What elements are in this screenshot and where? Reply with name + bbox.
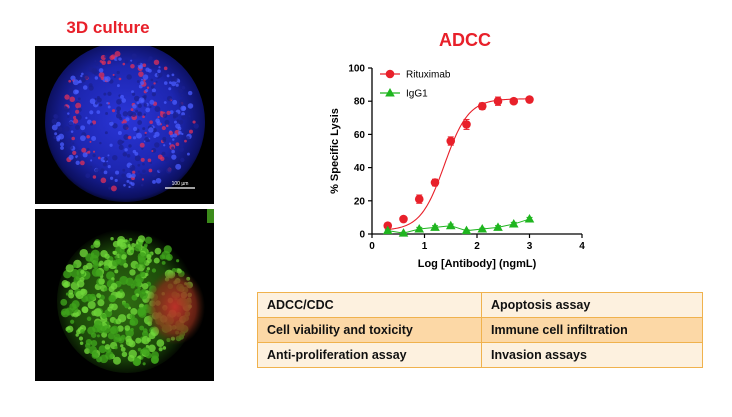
edge-cell	[207, 209, 214, 223]
fit-curve	[385, 98, 531, 231]
series-line	[387, 218, 530, 234]
assay-table: ADCC/CDC Apoptosis assay Cell viability …	[257, 292, 703, 368]
data-point	[445, 220, 456, 230]
data-point	[414, 194, 424, 204]
x-tick-label: 3	[527, 241, 533, 252]
data-point	[430, 222, 440, 231]
data-point	[524, 214, 535, 223]
table-cell: Apoptosis assay	[481, 292, 703, 318]
table-row: ADCC/CDC Apoptosis assay	[257, 292, 703, 318]
infiltration-region	[145, 269, 205, 345]
data-point	[477, 101, 487, 111]
spheroid-micrograph-green	[35, 209, 214, 381]
data-point	[462, 120, 471, 129]
table-cell: Anti-proliferation assay	[257, 342, 482, 368]
culture-title: 3D culture	[66, 18, 150, 37]
data-point	[493, 222, 503, 231]
adcc-chart: 0 20 40 60 80 100 0 1 2 3 4 Log [Antibody] (ngmL) % …	[300, 55, 610, 280]
y-tick-label: 100	[348, 64, 365, 75]
data-point	[382, 225, 393, 235]
spheroid-micrograph-blue: 100 µm	[35, 46, 214, 204]
data-point	[385, 69, 395, 79]
series-1	[382, 214, 535, 237]
data-point	[477, 224, 488, 233]
y-tick-label: 0	[359, 230, 365, 241]
data-point	[509, 96, 519, 106]
data-point	[399, 214, 408, 224]
x-axis-label: Log [Antibody] (ngmL)	[418, 258, 537, 270]
scale-bar-label: 100 µm	[172, 181, 189, 187]
series-0	[383, 95, 534, 231]
x-tick-label: 4	[579, 241, 585, 252]
nuclei-dots	[51, 50, 199, 192]
data-point	[398, 228, 409, 237]
data-point	[414, 224, 425, 233]
spheroid-green-image	[35, 209, 214, 381]
x-tick-label: 0	[369, 241, 375, 252]
legend-label: IgG1	[406, 89, 428, 100]
table-cell: ADCC/CDC	[257, 292, 482, 318]
table-cell: Cell viability and toxicity	[257, 317, 482, 343]
data-point	[461, 225, 472, 235]
x-tick-label: 2	[474, 241, 480, 252]
y-tick-label: 60	[354, 130, 366, 141]
chart-heading: ADCC	[439, 30, 491, 50]
data-point	[508, 219, 519, 228]
data-point	[493, 96, 503, 106]
data-point	[385, 88, 395, 97]
data-point	[430, 178, 440, 187]
legend-entry: Rituximab	[380, 70, 451, 81]
data-point	[446, 136, 456, 146]
table-cell: Invasion assays	[481, 342, 703, 368]
x-tick-label: 1	[422, 241, 428, 252]
y-tick-label: 20	[354, 196, 366, 207]
y-axis-label: % Specific Lysis	[329, 108, 341, 194]
spheroid-blue-image: 100 µm	[35, 46, 214, 204]
table-cell: Immune cell infiltration	[481, 317, 703, 343]
y-tick-label: 80	[354, 97, 366, 108]
y-tick-label: 40	[354, 163, 366, 174]
table-row: Anti-proliferation assay Invasion assays	[257, 342, 703, 368]
table-row: Cell viability and toxicity Immune cell …	[257, 317, 703, 343]
data-point	[525, 95, 534, 104]
legend-label: Rituximab	[406, 70, 451, 81]
legend-entry: IgG1	[380, 88, 428, 100]
adcc-chart-svg: 0 20 40 60 80 100 0 1 2 3 4 Log [Antibody] (ngmL) % …	[329, 64, 585, 271]
